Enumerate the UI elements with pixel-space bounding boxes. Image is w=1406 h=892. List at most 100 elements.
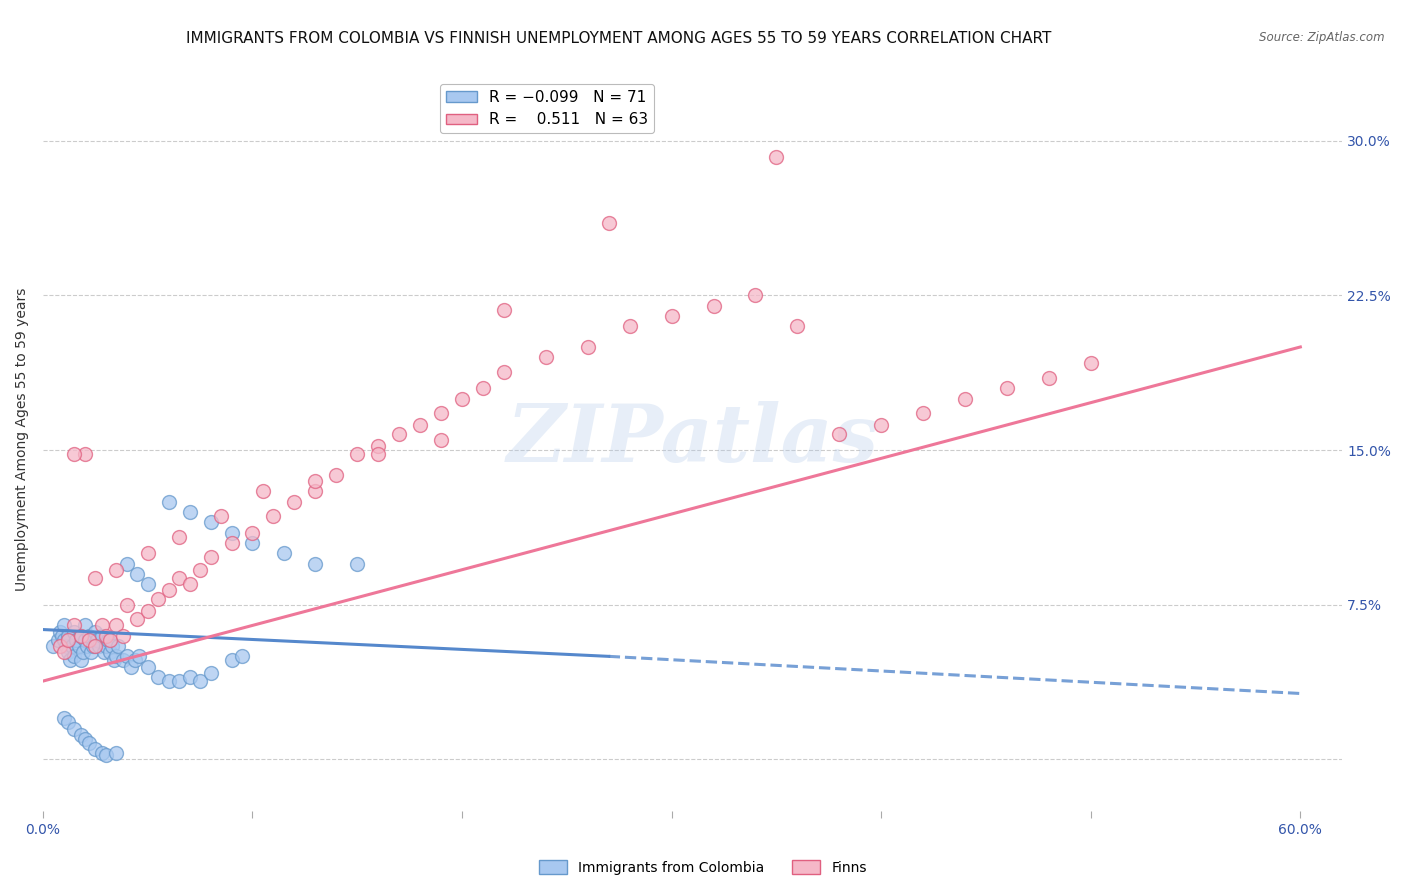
Point <box>146 670 169 684</box>
Point <box>42 639 65 653</box>
Point <box>73 447 96 461</box>
Point <box>304 484 326 499</box>
Point <box>77 736 100 750</box>
Point <box>828 426 851 441</box>
Point <box>63 447 86 461</box>
Point <box>167 530 190 544</box>
Point <box>231 649 253 664</box>
Point <box>84 639 107 653</box>
Point <box>472 381 495 395</box>
Point <box>52 711 75 725</box>
Point <box>46 632 69 647</box>
Point <box>430 433 453 447</box>
Point <box>388 426 411 441</box>
Point <box>69 653 91 667</box>
Point <box>124 653 146 667</box>
Point <box>157 583 180 598</box>
Point <box>84 571 107 585</box>
Point <box>105 618 128 632</box>
Point <box>72 645 94 659</box>
Point <box>346 557 368 571</box>
Point <box>107 639 129 653</box>
Point <box>52 618 75 632</box>
Point <box>304 557 326 571</box>
Point <box>157 674 180 689</box>
Point <box>69 629 91 643</box>
Point <box>63 649 86 664</box>
Point <box>912 406 935 420</box>
Point <box>59 653 82 667</box>
Point <box>86 632 108 647</box>
Point <box>98 645 121 659</box>
Point <box>221 525 243 540</box>
Point <box>619 319 641 334</box>
Point <box>200 516 222 530</box>
Point <box>73 632 96 647</box>
Point <box>1038 371 1060 385</box>
Legend: R = −0.099   N = 71, R =    0.511   N = 63: R = −0.099 N = 71, R = 0.511 N = 63 <box>440 84 654 134</box>
Point <box>103 653 125 667</box>
Point <box>56 645 79 659</box>
Point <box>115 557 138 571</box>
Point <box>179 670 201 684</box>
Point <box>111 653 134 667</box>
Text: Source: ZipAtlas.com: Source: ZipAtlas.com <box>1260 31 1385 45</box>
Point <box>273 546 295 560</box>
Point <box>65 632 87 647</box>
Point <box>136 546 159 560</box>
Point <box>492 365 515 379</box>
Point <box>84 742 107 756</box>
Point <box>304 474 326 488</box>
Point <box>744 288 766 302</box>
Point <box>262 509 284 524</box>
Point <box>82 639 104 653</box>
Point <box>283 494 305 508</box>
Point <box>56 632 79 647</box>
Point <box>995 381 1018 395</box>
Point <box>167 571 190 585</box>
Point <box>200 665 222 680</box>
Point <box>367 447 389 461</box>
Point <box>51 629 73 643</box>
Point <box>48 624 70 639</box>
Point <box>94 748 117 763</box>
Point <box>209 509 232 524</box>
Point <box>346 447 368 461</box>
Point <box>115 649 138 664</box>
Point <box>221 653 243 667</box>
Point <box>136 659 159 673</box>
Point <box>63 624 86 639</box>
Point <box>146 591 169 606</box>
Point <box>69 728 91 742</box>
Point <box>127 612 149 626</box>
Point <box>77 629 100 643</box>
Point <box>188 563 211 577</box>
Point <box>200 550 222 565</box>
Point <box>111 629 134 643</box>
Point <box>60 639 83 653</box>
Text: ZIPatlas: ZIPatlas <box>506 401 879 478</box>
Point <box>97 632 120 647</box>
Legend: Immigrants from Colombia, Finns: Immigrants from Colombia, Finns <box>534 855 872 880</box>
Point <box>534 351 557 365</box>
Point <box>409 418 432 433</box>
Point <box>136 604 159 618</box>
Point <box>128 649 150 664</box>
Point <box>188 674 211 689</box>
Point <box>67 639 90 653</box>
Point <box>179 505 201 519</box>
Point <box>98 632 121 647</box>
Point <box>101 639 124 653</box>
Point <box>157 494 180 508</box>
Point <box>63 722 86 736</box>
Point <box>870 418 893 433</box>
Point <box>69 629 91 643</box>
Point <box>76 639 98 653</box>
Point <box>55 639 77 653</box>
Point <box>127 566 149 581</box>
Point <box>94 639 117 653</box>
Point <box>73 618 96 632</box>
Point <box>77 632 100 647</box>
Point <box>367 439 389 453</box>
Point <box>576 340 599 354</box>
